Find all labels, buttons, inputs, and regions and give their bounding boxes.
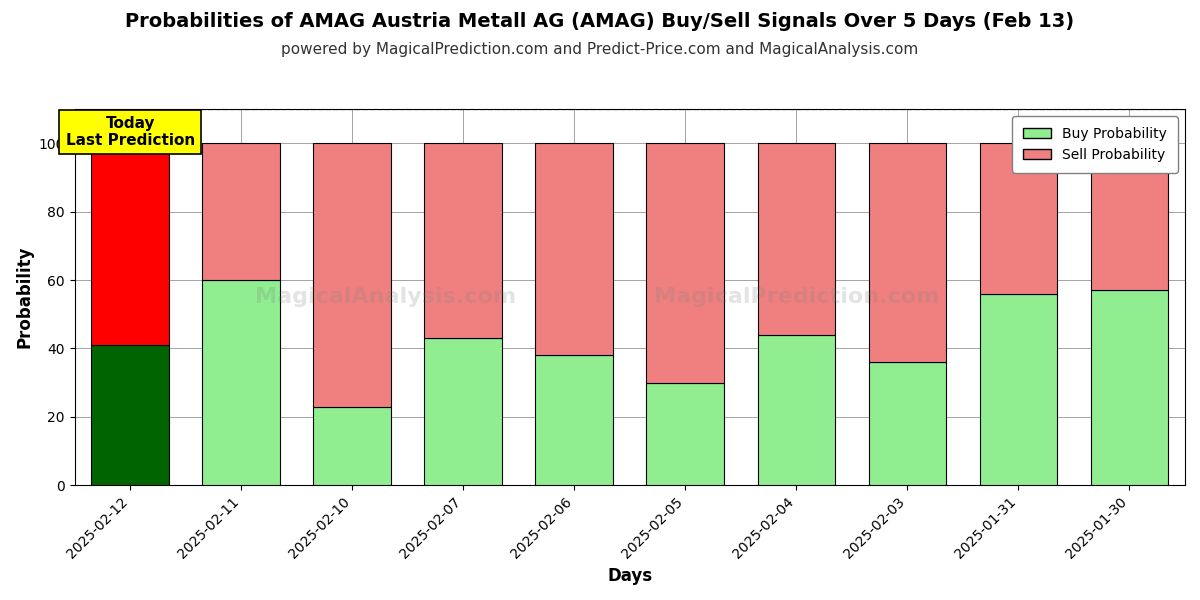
Bar	[91, 345, 169, 485]
Bar	[757, 335, 835, 485]
X-axis label: Days: Days	[607, 567, 653, 585]
Bar	[203, 143, 280, 280]
Bar	[203, 280, 280, 485]
Text: powered by MagicalPrediction.com and Predict-Price.com and MagicalAnalysis.com: powered by MagicalPrediction.com and Pre…	[281, 42, 919, 57]
Bar	[425, 143, 502, 338]
Legend: Buy Probability, Sell Probability: Buy Probability, Sell Probability	[1012, 116, 1178, 173]
Text: MagicalPrediction.com: MagicalPrediction.com	[654, 287, 940, 307]
Bar	[1091, 290, 1169, 485]
Bar	[1091, 143, 1169, 290]
Y-axis label: Probability: Probability	[16, 246, 34, 349]
Bar	[647, 143, 725, 383]
Bar	[535, 355, 613, 485]
Text: Probabilities of AMAG Austria Metall AG (AMAG) Buy/Sell Signals Over 5 Days (Feb: Probabilities of AMAG Austria Metall AG …	[126, 12, 1074, 31]
Bar	[979, 143, 1057, 294]
Bar	[979, 294, 1057, 485]
Bar	[869, 362, 947, 485]
Bar	[313, 407, 391, 485]
Bar	[313, 143, 391, 407]
Bar	[425, 338, 502, 485]
Bar	[647, 383, 725, 485]
Text: MagicalAnalysis.com: MagicalAnalysis.com	[254, 287, 516, 307]
Bar	[535, 143, 613, 355]
Bar	[91, 143, 169, 345]
Bar	[757, 143, 835, 335]
Bar	[869, 143, 947, 362]
Text: Today
Last Prediction: Today Last Prediction	[66, 116, 194, 148]
